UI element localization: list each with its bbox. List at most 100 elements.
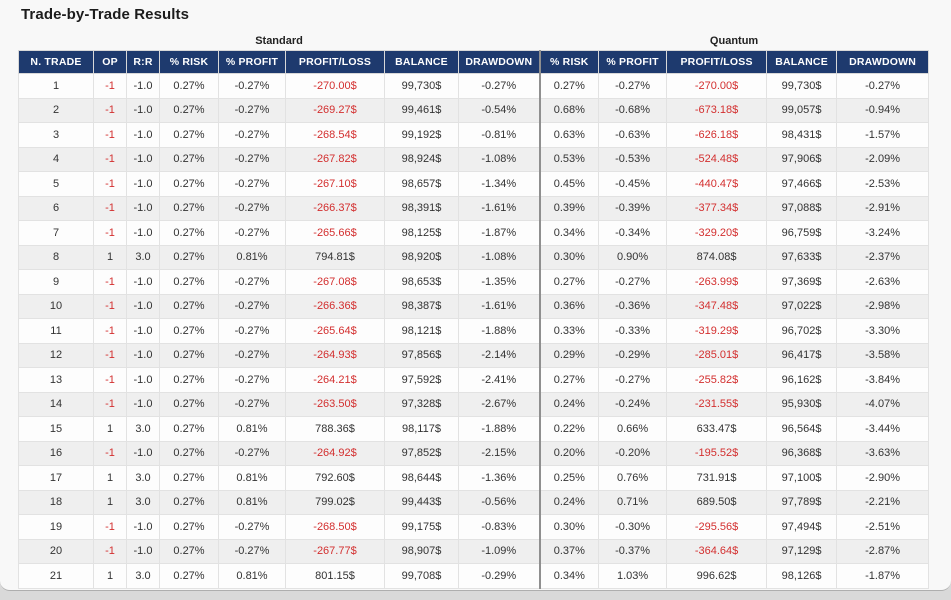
cell-q-profit: 1.03% — [598, 563, 668, 589]
cell-q-balance: 97,022$ — [766, 293, 838, 319]
cell-std-drawdown: -2.41% — [457, 367, 541, 393]
cell-std-risk: 0.27% — [159, 563, 219, 589]
cell-rr: -1.0 — [126, 391, 160, 417]
cell-std-balance: 98,907$ — [384, 538, 459, 564]
cell-n-trade: 19 — [18, 514, 94, 540]
cell-op: -1 — [93, 122, 127, 148]
cell-q-balance: 97,100$ — [766, 465, 838, 491]
cell-q-risk: 0.30% — [538, 514, 600, 540]
cell-std-profit: -0.27% — [218, 269, 286, 295]
column-header-std-profit: % PROFIT — [218, 50, 286, 74]
table-row: 4 -1 -1.0 0.27% -0.27% -267.82$ 98,924$ -1.08% 0… — [18, 146, 930, 172]
cell-std-risk: 0.27% — [159, 514, 219, 540]
cell-std-drawdown: -1.36% — [457, 465, 541, 491]
cell-op: -1 — [93, 195, 127, 221]
cell-q-profit: -0.24% — [598, 391, 668, 417]
cell-rr: 3.0 — [126, 563, 160, 589]
cell-rr: -1.0 — [126, 342, 160, 368]
cell-std-risk: 0.27% — [159, 171, 219, 197]
cell-std-profit-loss: 801.15$ — [285, 563, 385, 589]
cell-q-profit: -0.63% — [598, 122, 668, 148]
table-row: 19 -1 -1.0 0.27% -0.27% -268.50$ 99,175$ -0.83%… — [18, 514, 930, 540]
cell-std-profit: 0.81% — [218, 563, 286, 589]
table-row: 1 -1 -1.0 0.27% -0.27% -270.00$ 99,730$ -0.27% 0… — [18, 73, 930, 99]
cell-q-balance: 97,633$ — [766, 244, 838, 270]
group-header-row: Standard Quantum — [19, 31, 929, 51]
cell-q-profit-loss: -329.20$ — [666, 220, 768, 246]
cell-std-risk: 0.27% — [159, 122, 219, 148]
cell-q-drawdown: -2.09% — [836, 146, 930, 172]
cell-q-profit-loss: -673.18$ — [666, 97, 768, 123]
cell-q-risk: 0.20% — [538, 440, 600, 466]
cell-q-drawdown: -2.21% — [836, 489, 930, 515]
cell-std-risk: 0.27% — [159, 146, 219, 172]
cell-std-profit-loss: -268.54$ — [285, 122, 385, 148]
cell-q-drawdown: -2.90% — [836, 465, 930, 491]
cell-op: -1 — [93, 391, 127, 417]
cell-n-trade: 11 — [18, 318, 94, 344]
cell-std-profit: 0.81% — [218, 465, 286, 491]
cell-std-balance: 98,125$ — [384, 220, 459, 246]
cell-std-profit-loss: -266.36$ — [285, 293, 385, 319]
cell-q-risk: 0.34% — [538, 220, 600, 246]
cell-std-profit-loss: -264.92$ — [285, 440, 385, 466]
cell-std-profit: -0.27% — [218, 391, 286, 417]
cell-q-drawdown: -0.27% — [836, 73, 930, 99]
cell-q-balance: 98,126$ — [766, 563, 838, 589]
cell-q-risk: 0.36% — [538, 293, 600, 319]
cell-q-profit-loss: -255.82$ — [666, 367, 768, 393]
cell-op: -1 — [93, 293, 127, 319]
cell-q-drawdown: -2.37% — [836, 244, 930, 270]
cell-q-profit-loss: -364.64$ — [666, 538, 768, 564]
cell-rr: -1.0 — [126, 171, 160, 197]
cell-q-profit-loss: -270.00$ — [666, 73, 768, 99]
cell-q-drawdown: -0.94% — [836, 97, 930, 123]
table-row: 21 1 3.0 0.27% 0.81% 801.15$ 99,708$ -0.29% 0.34… — [18, 563, 930, 589]
cell-n-trade: 18 — [18, 489, 94, 515]
table-body: 1 -1 -1.0 0.27% -0.27% -270.00$ 99,730$ -0.27% 0… — [18, 73, 930, 589]
cell-std-profit-loss: 794.81$ — [285, 244, 385, 270]
cell-std-profit-loss: -268.50$ — [285, 514, 385, 540]
cell-op: -1 — [93, 342, 127, 368]
cell-std-drawdown: -1.35% — [457, 269, 541, 295]
cell-q-drawdown: -3.24% — [836, 220, 930, 246]
cell-std-profit-loss: -264.21$ — [285, 367, 385, 393]
cell-q-profit-loss: -440.47$ — [666, 171, 768, 197]
cell-q-profit-loss: -626.18$ — [666, 122, 768, 148]
cell-std-drawdown: -1.08% — [457, 244, 541, 270]
cell-q-profit: 0.76% — [598, 465, 668, 491]
cell-std-balance: 99,730$ — [384, 73, 459, 99]
cell-q-profit: -0.27% — [598, 73, 668, 99]
cell-std-risk: 0.27% — [159, 318, 219, 344]
cell-rr: -1.0 — [126, 293, 160, 319]
cell-q-balance: 97,466$ — [766, 171, 838, 197]
cell-rr: -1.0 — [126, 514, 160, 540]
cell-q-risk: 0.68% — [538, 97, 600, 123]
table-row: 20 -1 -1.0 0.27% -0.27% -267.77$ 98,907$ -1.09%… — [18, 538, 930, 564]
cell-q-profit: 0.66% — [598, 416, 668, 442]
group-label-quantum: Quantum — [709, 34, 759, 47]
cell-std-balance: 98,657$ — [384, 171, 459, 197]
cell-q-balance: 97,088$ — [766, 195, 838, 221]
cell-std-drawdown: -0.29% — [457, 563, 541, 589]
cell-n-trade: 12 — [18, 342, 94, 368]
table-row: 18 1 3.0 0.27% 0.81% 799.02$ 99,443$ -0.56% 0.24… — [18, 489, 930, 515]
cell-q-balance: 97,129$ — [766, 538, 838, 564]
cell-std-drawdown: -2.15% — [457, 440, 541, 466]
cell-op: 1 — [93, 489, 127, 515]
results-table-container: Standard Quantum N. TRADE OP R:R % RISK … — [18, 31, 951, 589]
cell-q-profit: -0.33% — [598, 318, 668, 344]
cell-std-profit: -0.27% — [218, 122, 286, 148]
cell-std-profit: -0.27% — [218, 293, 286, 319]
column-header-q-balance: BALANCE — [766, 50, 838, 74]
column-header-row: N. TRADE OP R:R % RISK % PROFIT PROFIT/L… — [18, 50, 930, 74]
cell-q-profit-loss: 633.47$ — [666, 416, 768, 442]
cell-q-balance: 96,702$ — [766, 318, 838, 344]
cell-q-profit: -0.45% — [598, 171, 668, 197]
cell-std-profit: 0.81% — [218, 416, 286, 442]
cell-op: -1 — [93, 146, 127, 172]
cell-q-profit-loss: -377.34$ — [666, 195, 768, 221]
cell-n-trade: 14 — [18, 391, 94, 417]
table-row: 14 -1 -1.0 0.27% -0.27% -263.50$ 97,328$ -2.67%… — [18, 391, 930, 417]
cell-q-drawdown: -1.87% — [836, 563, 930, 589]
